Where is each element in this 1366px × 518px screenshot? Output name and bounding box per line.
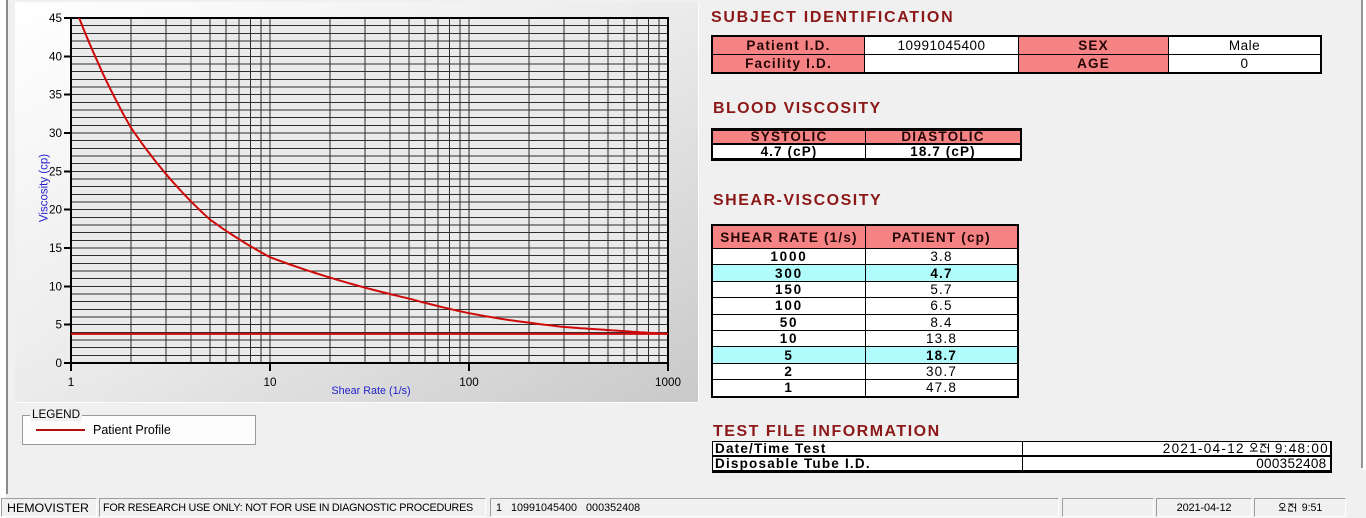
svg-text:30: 30 (49, 127, 63, 140)
svg-text:1000: 1000 (655, 376, 682, 389)
svg-text:25: 25 (49, 165, 63, 178)
svg-text:40: 40 (49, 50, 63, 63)
svg-text:1: 1 (68, 376, 75, 389)
svg-text:35: 35 (49, 89, 63, 102)
svg-text:15: 15 (49, 242, 63, 255)
svg-text:20: 20 (49, 204, 63, 217)
svg-text:45: 45 (49, 12, 63, 25)
svg-text:5: 5 (55, 319, 62, 332)
svg-text:10: 10 (49, 280, 63, 293)
svg-text:Viscosity (cp): Viscosity (cp) (39, 154, 51, 222)
svg-text:100: 100 (459, 376, 479, 389)
svg-text:0: 0 (55, 357, 62, 370)
svg-text:Shear Rate (1/s): Shear Rate (1/s) (331, 385, 410, 397)
svg-text:10: 10 (263, 376, 277, 389)
